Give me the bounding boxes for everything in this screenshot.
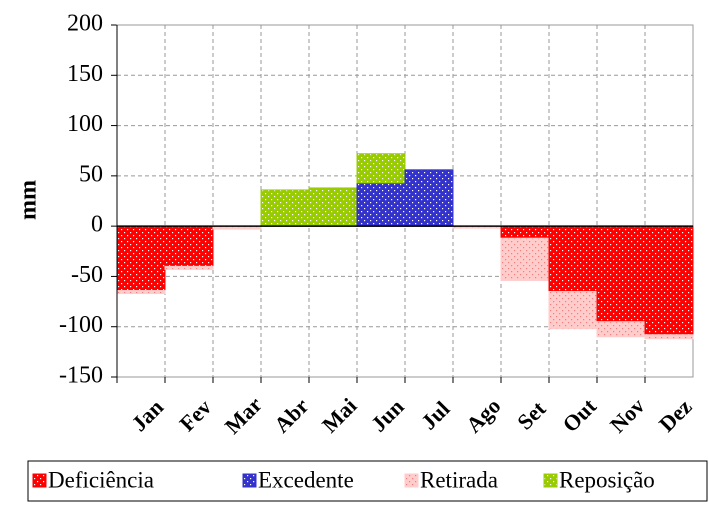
bar xyxy=(164,265,214,270)
x-tick-label: Mar xyxy=(220,392,267,439)
legend-label: Retirada xyxy=(420,467,498,492)
x-tick-label: Out xyxy=(557,393,601,437)
x-tick-label: Ago xyxy=(461,393,505,437)
x-tick-label: Abr xyxy=(269,393,314,438)
y-tick-label: -100 xyxy=(59,312,103,338)
x-tick-label: Jun xyxy=(366,394,409,437)
legend-marker xyxy=(404,473,419,488)
y-axis-label: mm xyxy=(16,180,42,220)
bar xyxy=(644,225,694,336)
legend-label: Deficiência xyxy=(48,467,154,492)
bar xyxy=(500,225,550,239)
legend-marker xyxy=(543,473,558,488)
bar xyxy=(548,291,598,330)
bar xyxy=(548,225,598,293)
x-tick-label: Nov xyxy=(605,393,649,437)
bar xyxy=(260,189,310,227)
x-tick-label: Dez xyxy=(654,394,697,437)
bar xyxy=(404,169,454,227)
bar xyxy=(596,321,646,338)
y-tick-label: -150 xyxy=(59,363,103,389)
bar xyxy=(500,237,550,281)
bar xyxy=(164,225,214,267)
y-tick-label: 200 xyxy=(67,11,103,37)
legend-marker xyxy=(242,473,257,488)
x-tick-label: Jan xyxy=(126,394,168,436)
bar xyxy=(116,290,166,295)
bar xyxy=(116,225,166,292)
bar xyxy=(356,153,406,184)
y-tick-label: 150 xyxy=(67,61,103,87)
x-tick-label: Fev xyxy=(174,394,216,436)
x-tick-label: Jul xyxy=(416,396,454,434)
y-tick-label: 0 xyxy=(91,212,103,238)
legend-marker xyxy=(32,473,47,488)
x-tick-label: Mai xyxy=(317,393,361,437)
legend-label: Excedente xyxy=(258,467,354,492)
y-tick-label: -50 xyxy=(71,262,103,288)
y-tick-label: 100 xyxy=(67,111,103,137)
bar xyxy=(644,334,694,340)
bar xyxy=(596,225,646,323)
x-tick-label: Set xyxy=(512,396,551,435)
bar xyxy=(308,187,358,227)
legend-box xyxy=(27,460,708,502)
legend-label: Reposição xyxy=(559,467,655,492)
y-tick-label: 50 xyxy=(79,161,103,187)
bar xyxy=(356,182,406,227)
